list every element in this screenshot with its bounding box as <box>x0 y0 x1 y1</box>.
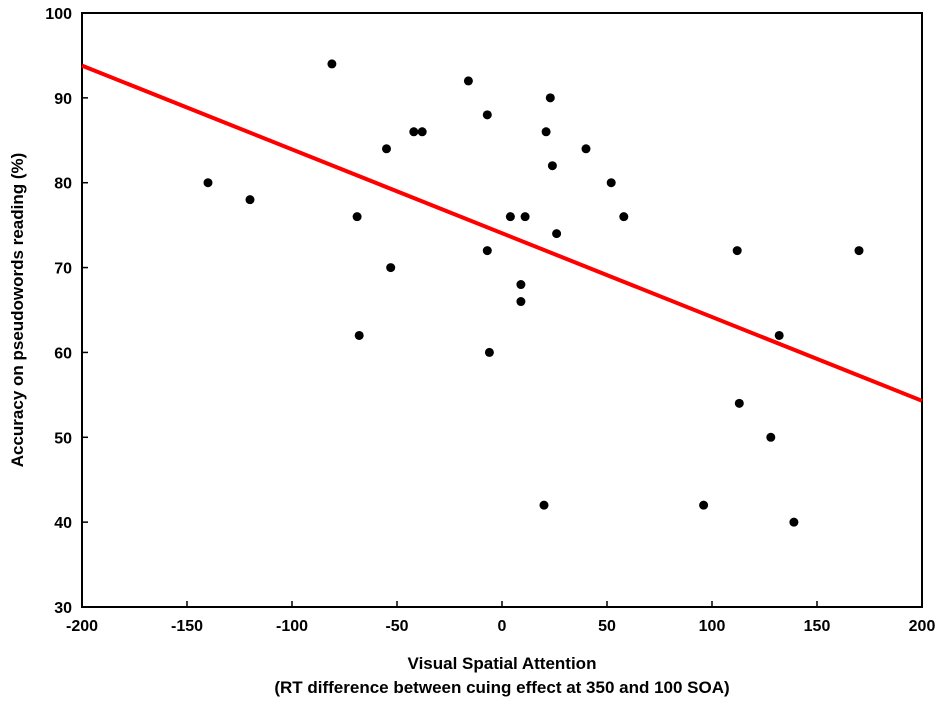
data-point <box>545 93 555 103</box>
y-tick-label: 100 <box>45 6 72 23</box>
x-tick-label: -150 <box>171 618 203 635</box>
data-point <box>547 161 557 171</box>
data-point <box>516 297 526 307</box>
data-point <box>766 432 776 442</box>
y-tick-label: 80 <box>54 176 72 193</box>
data-point <box>854 246 864 256</box>
x-tick-label: -200 <box>66 618 98 635</box>
data-point <box>352 212 362 222</box>
data-point <box>245 195 255 205</box>
plot-frame <box>81 12 923 608</box>
x-tick-label: -100 <box>276 618 308 635</box>
y-tick-label: 70 <box>54 261 72 278</box>
data-point <box>386 263 396 273</box>
data-point <box>581 144 591 154</box>
x-axis-label-line2: (RT difference between cuing effect at 3… <box>274 678 729 697</box>
data-point <box>417 127 427 137</box>
y-tick-label: 60 <box>54 345 72 362</box>
y-axis-label: Accuracy on pseudowords reading (%) <box>8 153 27 468</box>
data-point <box>482 110 492 120</box>
data-point <box>606 178 616 188</box>
x-tick-label: -50 <box>385 618 408 635</box>
data-point <box>505 212 515 222</box>
data-point <box>482 246 492 256</box>
data-point <box>539 500 549 510</box>
x-tick-label: 150 <box>804 618 831 635</box>
data-point <box>484 347 494 357</box>
data-point <box>382 144 391 154</box>
y-tick-label: 30 <box>54 600 72 617</box>
data-point <box>327 59 337 69</box>
data-point <box>732 246 742 256</box>
x-tick-label: 200 <box>909 618 936 635</box>
y-tick-label: 50 <box>54 430 72 447</box>
data-point <box>520 212 530 222</box>
y-tick-label: 90 <box>54 91 72 108</box>
data-point <box>619 212 629 222</box>
data-point <box>463 76 473 86</box>
x-axis-label: Visual Spatial Attention <box>408 654 597 673</box>
x-tick-label: 0 <box>498 618 507 635</box>
y-tick-label: 40 <box>54 515 72 532</box>
data-point <box>203 178 213 188</box>
data-point <box>516 280 526 290</box>
x-tick-label: 100 <box>699 618 726 635</box>
data-point <box>409 127 419 137</box>
data-point <box>789 517 799 527</box>
data-point <box>354 330 364 340</box>
x-tick-label: 50 <box>598 618 616 635</box>
data-point <box>774 330 784 340</box>
data-point <box>699 500 709 510</box>
data-point <box>734 398 744 408</box>
data-point <box>552 229 562 239</box>
regression-line <box>81 63 923 403</box>
data-point <box>541 127 551 137</box>
